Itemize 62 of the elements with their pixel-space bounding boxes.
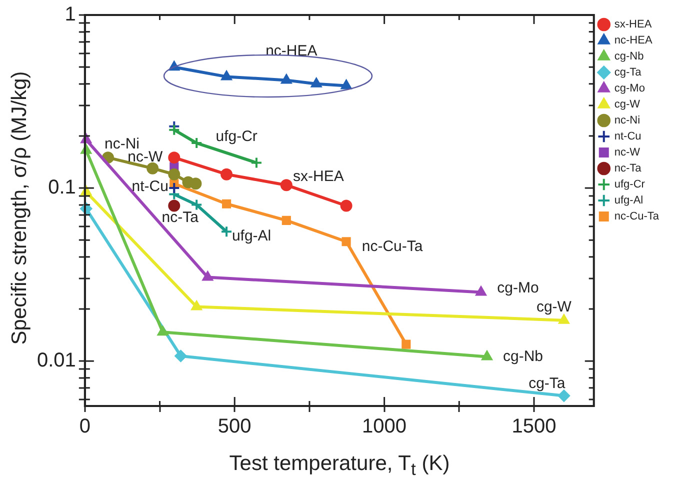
y-tick-label: 1 <box>64 4 76 26</box>
point <box>190 178 202 190</box>
point <box>157 326 168 336</box>
point <box>402 340 411 349</box>
legend-label: ufg-Cr <box>614 178 646 191</box>
legend-label: ufg-Al <box>614 194 644 207</box>
point <box>281 74 292 84</box>
point <box>220 226 233 238</box>
legend-label: nc-W <box>614 146 641 159</box>
y-tick-label: 0.01 <box>36 350 76 372</box>
text: sx-HEA <box>292 168 344 186</box>
text: cg-Nb <box>502 348 544 365</box>
point <box>311 78 322 88</box>
text: nt-Cu <box>132 178 168 196</box>
text: cg-W <box>536 298 572 316</box>
point <box>168 124 180 136</box>
point <box>220 168 233 180</box>
point <box>250 156 262 169</box>
point <box>482 350 492 360</box>
point <box>221 70 232 80</box>
text: ufg-Cr <box>216 128 258 146</box>
x-tick-label: 0 <box>79 416 90 438</box>
point <box>168 168 180 180</box>
point <box>342 237 351 246</box>
point <box>174 350 187 362</box>
legend-label: nt-Cu <box>614 130 642 143</box>
point <box>168 152 180 164</box>
point <box>168 182 180 194</box>
point <box>340 80 352 90</box>
point <box>202 271 214 281</box>
point <box>222 199 232 208</box>
x-axis-title: Test temperature, T$_{t}$ (K) <box>228 452 451 480</box>
y-axis-title: Specific strength, σ/ρ (MJ/kg) <box>8 71 32 345</box>
text: cg-Mo <box>497 279 539 296</box>
x-tick-label: 500 <box>218 416 252 438</box>
legend-label: cg-Nb <box>614 50 644 63</box>
point <box>190 198 203 211</box>
point <box>476 286 486 296</box>
text: ufg-Al <box>232 228 272 245</box>
point <box>168 200 180 212</box>
point <box>340 200 352 212</box>
legend-label: nc-HEA <box>614 34 653 47</box>
legend-label: cg-W <box>614 98 641 111</box>
legend-label: nc-Cu-Ta <box>614 210 660 223</box>
text: nc-HEA <box>266 42 318 60</box>
legend-label: nc-Ta <box>614 162 642 175</box>
point <box>190 137 203 150</box>
point <box>282 216 291 225</box>
text: nc-Ta <box>162 208 198 226</box>
legend-label: cg-Mo <box>614 82 645 95</box>
legend-label: nc-Ni <box>614 114 640 127</box>
point <box>280 179 292 192</box>
legend-label: sx-HEA <box>614 18 652 31</box>
x-tick-label: 1000 <box>362 416 407 438</box>
point <box>146 162 159 174</box>
y-tick-label: 0.1 <box>48 176 76 199</box>
legend-label: cg-Ta <box>614 66 642 79</box>
point <box>191 300 202 310</box>
text: cg-Ta <box>528 374 566 392</box>
text: nc-Cu-Ta <box>362 238 423 255</box>
point <box>558 314 570 324</box>
x-tick-label: 1500 <box>512 416 556 438</box>
